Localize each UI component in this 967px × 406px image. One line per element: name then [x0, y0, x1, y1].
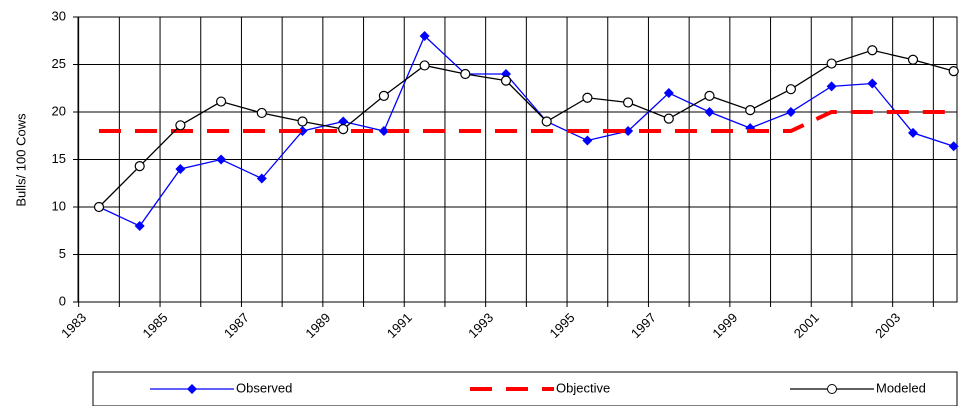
x-tick-label: 1999 [709, 310, 740, 341]
x-tick-label: 1987 [221, 310, 252, 341]
point [93, 201, 105, 213]
x-tick-label: 1983 [58, 310, 89, 341]
point [623, 126, 634, 136]
point [826, 81, 837, 92]
point [419, 60, 430, 71]
point [134, 161, 145, 172]
point [460, 68, 471, 80]
legend-marker [187, 384, 197, 394]
point [419, 31, 430, 41]
x-tick-label: 2003 [872, 310, 903, 341]
point [867, 78, 878, 89]
point [338, 124, 349, 135]
point [745, 104, 756, 116]
point [948, 141, 959, 152]
point [582, 135, 593, 146]
point [541, 116, 552, 127]
x-tick-label: 1997 [628, 310, 659, 341]
legend-label: Observed [236, 380, 292, 395]
point [785, 84, 797, 95]
point [704, 107, 715, 117]
y-tick-label: 0 [59, 293, 66, 308]
point [297, 116, 308, 127]
point [134, 221, 145, 231]
point [256, 173, 267, 184]
point [500, 75, 512, 86]
point [378, 90, 389, 101]
x-tick-label: 1989 [302, 310, 333, 341]
y-tick-label: 30 [52, 8, 66, 23]
legend-label: Modeled [876, 380, 926, 395]
legend-marker [827, 384, 837, 394]
x-tick-label: 1991 [384, 310, 415, 341]
x-tick-label: 1995 [547, 310, 578, 341]
point [907, 54, 919, 65]
point [582, 92, 593, 103]
point [622, 97, 634, 108]
x-tick-label: 1993 [465, 310, 496, 341]
series-line [98, 34, 954, 227]
x-tick-label: 1985 [140, 310, 171, 341]
point [826, 58, 837, 69]
legend-label: Objective [556, 380, 610, 395]
point [378, 126, 389, 136]
point [908, 127, 918, 138]
point [948, 66, 959, 77]
point [175, 120, 186, 131]
point [663, 113, 674, 124]
point [297, 126, 308, 136]
point [867, 45, 878, 56]
point [663, 88, 674, 98]
y-tick-label: 10 [52, 198, 66, 213]
point [338, 116, 349, 127]
y-tick-label: 25 [52, 56, 66, 71]
point [175, 164, 186, 174]
series-line [98, 49, 954, 208]
y-tick-label: 20 [52, 103, 66, 118]
y-tick-label: 5 [59, 246, 66, 261]
x-tick-label: 2001 [791, 310, 822, 341]
point [216, 96, 227, 107]
y-tick-label: 15 [52, 151, 66, 166]
point [216, 154, 227, 165]
point [256, 107, 267, 119]
y-axis-label: Bulls/ 100 Cows [13, 113, 28, 207]
point [785, 107, 796, 117]
point [704, 90, 715, 101]
